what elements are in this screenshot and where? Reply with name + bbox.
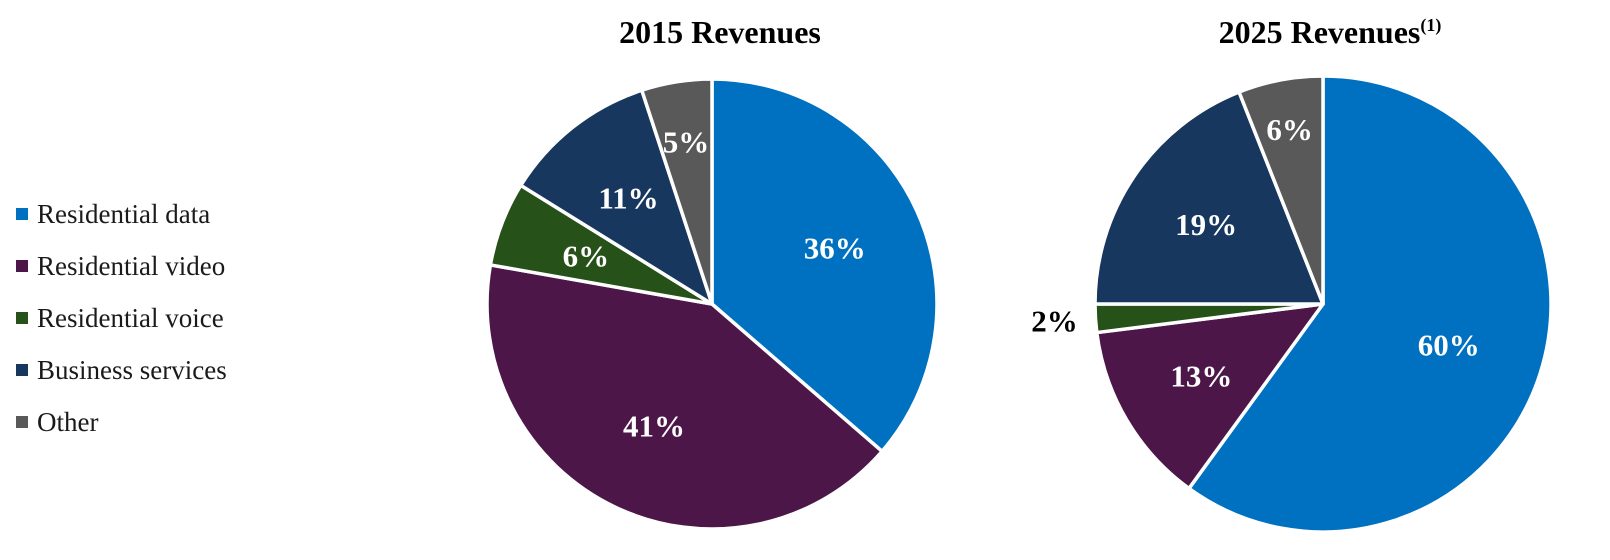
chart-title-2015: 2015 Revenues (540, 14, 900, 51)
data-label-other: 6% (1266, 112, 1313, 147)
pie-slice-business-services (519, 88, 714, 306)
legend-item-residential-voice: Residential voice (16, 292, 227, 344)
chart-title-footnote: (1) (1420, 15, 1442, 35)
legend-item-residential-data: Residential data (16, 188, 227, 240)
legend-swatch-residential-voice (16, 312, 28, 324)
data-label-residential-video: 41% (623, 408, 685, 443)
legend-label: Residential voice (37, 302, 224, 333)
pie-slice-residential-video (1095, 302, 1325, 491)
pie-slice-business-services (1093, 90, 1325, 306)
data-label-residential-data: 60% (1418, 327, 1480, 362)
data-label-residential-voice: 2% (1031, 303, 1078, 338)
legend-swatch-residential-video (16, 260, 28, 272)
pie-slice-other (640, 77, 714, 306)
chart-title-2025: 2025 Revenues(1) (1150, 14, 1510, 51)
legend-item-other: Other (16, 396, 227, 448)
chart-title-text: 2025 Revenues (1218, 14, 1421, 50)
pie-slice-residential-data (1187, 74, 1553, 534)
data-label-business-services: 19% (1175, 207, 1237, 242)
data-label-other: 5% (663, 124, 710, 159)
chart-title-text: 2015 Revenues (619, 14, 821, 50)
legend-label: Other (37, 406, 99, 437)
data-label-business-services: 11% (598, 180, 658, 215)
data-label-residential-voice: 6% (563, 238, 610, 273)
data-label-residential-data: 36% (804, 230, 866, 265)
legend-item-residential-video: Residential video (16, 240, 227, 292)
legend-label: Residential video (37, 250, 226, 281)
legend-label: Residential data (37, 198, 211, 229)
pie-slice-other (1237, 74, 1325, 306)
legend: Residential data Residential video Resid… (16, 188, 227, 448)
legend-swatch-business-services (16, 364, 28, 376)
pie-slice-residential-data (710, 77, 939, 454)
data-label-residential-video: 13% (1170, 358, 1232, 393)
legend-item-business-services: Business services (16, 344, 227, 396)
legend-swatch-residential-data (16, 208, 28, 220)
legend-swatch-other (16, 416, 28, 428)
pie-slice-residential-video (485, 263, 884, 531)
legend-label: Business services (37, 354, 227, 385)
